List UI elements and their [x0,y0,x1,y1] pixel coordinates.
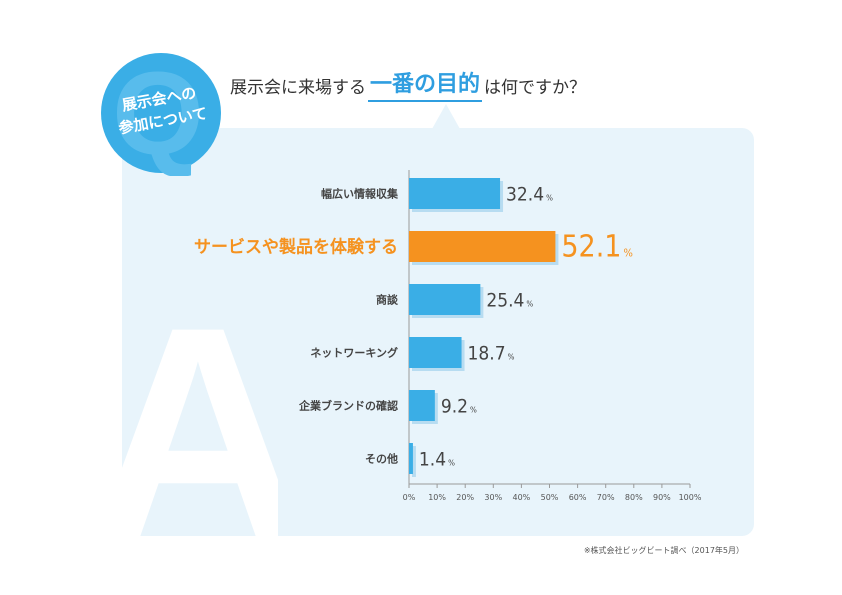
question-highlight: 一番の目的 [368,72,483,102]
data-label: 52.1% [561,230,632,265]
category-label: 幅広い情報収集 [321,187,399,201]
category-label: その他 [365,452,398,466]
bar [409,443,413,474]
answer-letter-a: A [118,318,278,540]
bar [409,337,462,368]
x-tick-label: 20% [456,493,474,502]
x-tick-label: 0% [403,493,416,502]
category-label: サービスや製品を体験する [194,237,398,258]
category-label: ネットワーキング [310,346,398,360]
question-title: 展示会に来場する 一番の目的 は何ですか？ [230,68,586,102]
speech-bubble-tail [432,104,460,129]
bar-shadow [412,446,416,477]
x-tick-label: 10% [428,493,446,502]
svg-text:A: A [118,318,278,540]
source-note: ※株式会社ビッグビート調べ（2017年5月） [583,546,744,555]
x-tick-label: 80% [625,493,643,502]
x-tick-label: 100% [679,493,702,502]
badge-q-letter: Q [112,50,204,176]
question-before: 展示会に来場する [230,78,366,98]
x-tick-label: 50% [541,493,559,502]
x-tick-label: 30% [484,493,502,502]
x-tick-label: 60% [569,493,587,502]
badge-circle [101,53,221,173]
data-label: 25.4% [486,290,533,312]
data-label: 1.4% [419,449,455,471]
category-label: 商談 [376,293,399,307]
data-label: 18.7% [468,343,515,365]
x-tick-label: 70% [597,493,615,502]
bar [409,390,435,421]
x-tick-label: 90% [653,493,671,502]
data-label: 32.4% [506,184,553,206]
x-tick-label: 40% [513,493,531,502]
category-label: 企業ブランドの確認 [298,399,398,413]
bar [409,231,556,262]
data-label: 9.2% [441,396,477,418]
bar [409,178,501,209]
bar [409,284,481,315]
question-after: は何ですか？ [484,78,587,98]
question-badge-icon: Q [101,50,221,176]
